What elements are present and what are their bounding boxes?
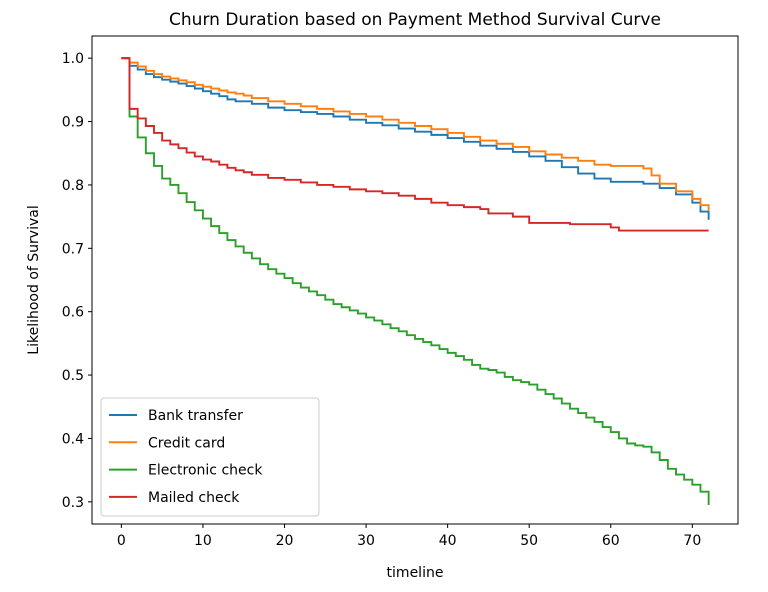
x-tick-label: 40: [439, 533, 457, 549]
x-tick-label: 20: [276, 533, 294, 549]
y-tick-label: 0.7: [62, 241, 84, 257]
y-axis: 0.3 0.4 0.5 0.6 0.7 0.8 0.9 1.0: [62, 51, 92, 511]
series-line-electronic-check: [121, 57, 710, 505]
y-tick-label: 0.6: [62, 305, 84, 321]
y-axis-label: Likelihood of Survival: [26, 205, 42, 354]
y-tick-label: 1.0: [62, 51, 84, 67]
legend-label: Bank transfer: [148, 408, 243, 424]
series-line-mailed-check: [121, 57, 709, 232]
legend: Bank transfer Credit card Electronic check…: [100, 397, 320, 517]
y-tick-label: 0.5: [62, 368, 84, 384]
legend-box: [100, 397, 320, 517]
legend-label: Mailed check: [148, 490, 240, 506]
x-tick-label: 10: [194, 533, 212, 549]
y-tick-label: 0.8: [62, 178, 84, 194]
x-tick-label: 70: [683, 533, 701, 549]
chart-title: Churn Duration based on Payment Method S…: [169, 10, 661, 30]
axes-frame: [91, 35, 739, 525]
series-line-credit-card: [121, 57, 710, 211]
legend-label: Credit card: [148, 435, 225, 451]
series-layer: [121, 57, 710, 505]
x-tick-label: 0: [117, 533, 126, 549]
y-tick-label: 0.9: [62, 115, 84, 131]
legend-label: Electronic check: [148, 463, 263, 479]
x-tick-label: 30: [357, 533, 375, 549]
x-tick-label: 50: [520, 533, 538, 549]
x-tick-label: 60: [602, 533, 620, 549]
x-axis-label: timeline: [387, 565, 444, 581]
y-tick-label: 0.4: [62, 431, 84, 447]
y-tick-label: 0.3: [62, 495, 84, 511]
series-line-bank-transfer: [121, 57, 710, 220]
x-axis: 0 10 20 30 40 50 60 70: [117, 524, 701, 549]
